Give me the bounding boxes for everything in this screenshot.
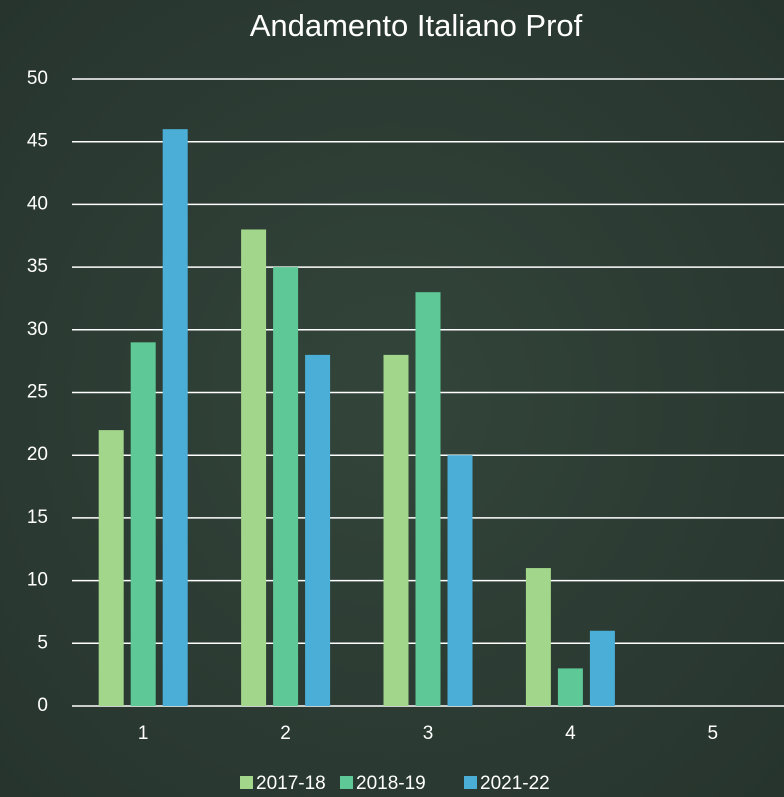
bar: [557, 668, 583, 706]
y-tick-label: 45: [27, 131, 48, 152]
legend-label: 2021-22: [480, 773, 550, 794]
y-tick-label: 30: [27, 319, 48, 340]
y-tick-label: 25: [27, 382, 48, 403]
bar: [273, 267, 299, 706]
x-tick-label: 5: [708, 723, 719, 744]
legend-swatch: [340, 776, 353, 789]
bar: [130, 342, 156, 706]
bar: [447, 455, 473, 706]
legend-swatch: [464, 776, 477, 789]
x-tick-label: 4: [565, 723, 576, 744]
bar: [241, 229, 267, 707]
bar: [415, 292, 441, 706]
bar: [305, 354, 331, 706]
bar: [383, 354, 409, 706]
y-tick-label: 40: [27, 193, 48, 214]
chart-title: Andamento Italiano Prof: [250, 8, 583, 43]
y-tick-label: 5: [37, 632, 48, 653]
x-tick-label: 2: [280, 723, 291, 744]
y-tick-label: 20: [27, 444, 48, 465]
x-tick-label: 3: [423, 723, 434, 744]
legend-label: 2018-19: [356, 773, 426, 794]
bar: [525, 568, 551, 706]
y-tick-label: 35: [27, 256, 48, 277]
legend-swatch: [240, 776, 253, 789]
x-tick-label: 1: [138, 723, 149, 744]
bar: [162, 129, 188, 706]
bar: [98, 430, 124, 706]
legend-label: 2017-18: [256, 773, 326, 794]
y-tick-label: 50: [27, 68, 48, 89]
bar: [589, 630, 615, 706]
y-tick-label: 15: [27, 507, 48, 528]
y-tick-label: 0: [37, 695, 48, 716]
y-tick-label: 10: [27, 570, 48, 591]
